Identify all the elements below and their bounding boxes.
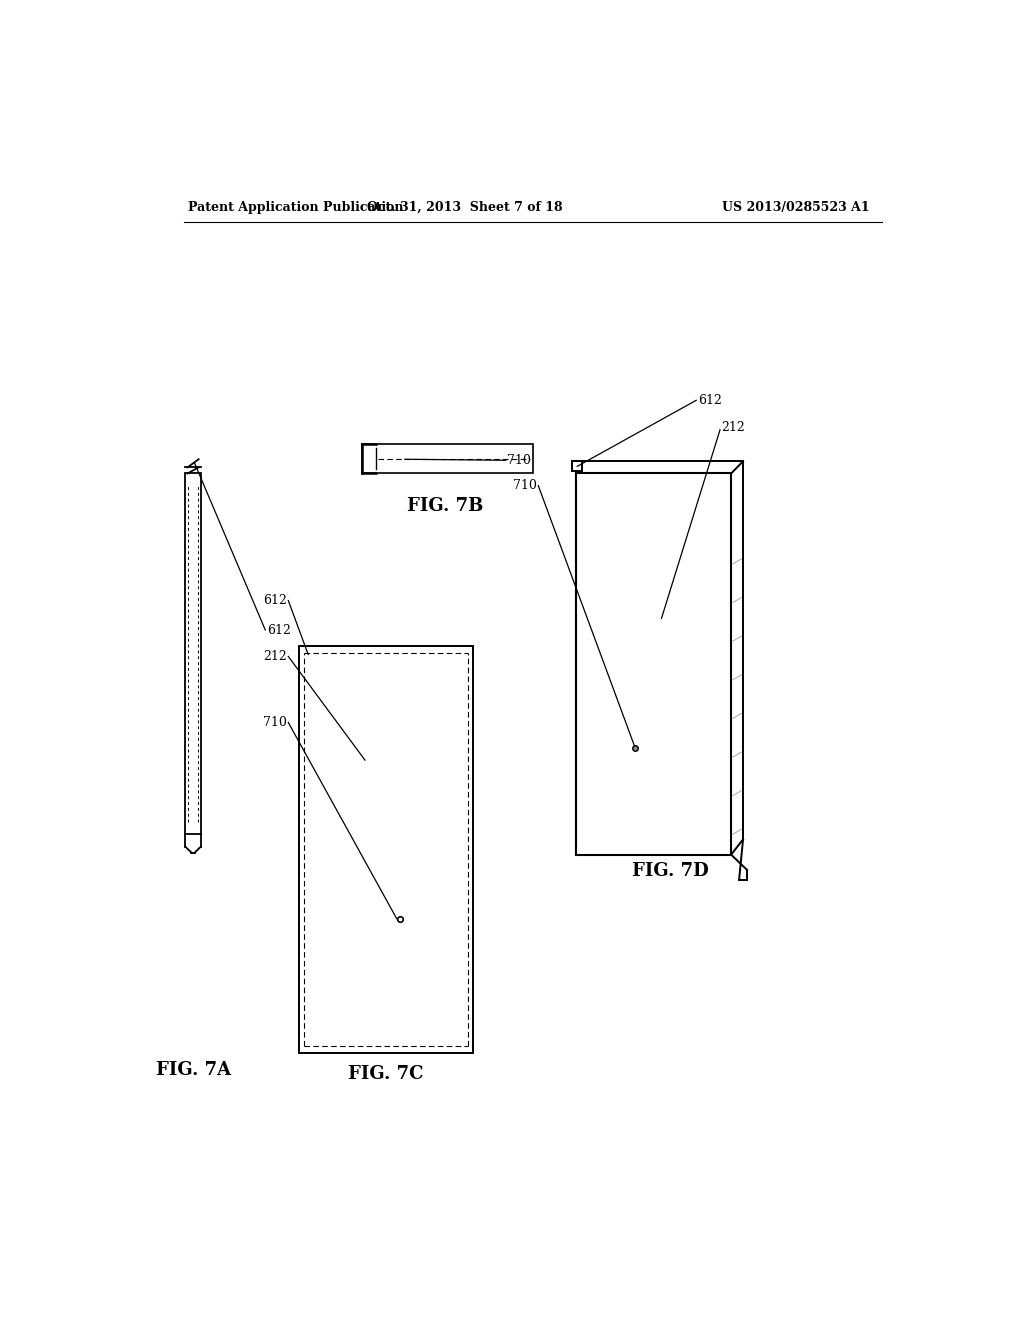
Text: FIG. 7B: FIG. 7B: [408, 496, 483, 515]
Text: 612: 612: [697, 393, 722, 407]
Text: Patent Application Publication: Patent Application Publication: [187, 201, 403, 214]
Text: 710: 710: [507, 454, 531, 467]
Text: 612: 612: [267, 623, 291, 636]
Text: FIG. 7D: FIG. 7D: [632, 862, 709, 879]
Bar: [185, 474, 201, 834]
Text: US 2013/0285523 A1: US 2013/0285523 A1: [722, 201, 870, 214]
Text: 710: 710: [513, 479, 537, 492]
Text: Oct. 31, 2013  Sheet 7 of 18: Oct. 31, 2013 Sheet 7 of 18: [368, 201, 563, 214]
Text: 212: 212: [263, 649, 287, 663]
Text: 710: 710: [263, 715, 287, 729]
Bar: [299, 647, 473, 1053]
Text: 212: 212: [722, 421, 745, 434]
Text: FIG. 7C: FIG. 7C: [348, 1065, 424, 1082]
Bar: [577, 474, 731, 854]
Text: FIG. 7A: FIG. 7A: [156, 1061, 230, 1078]
Bar: [362, 444, 532, 474]
Text: 612: 612: [263, 594, 287, 607]
